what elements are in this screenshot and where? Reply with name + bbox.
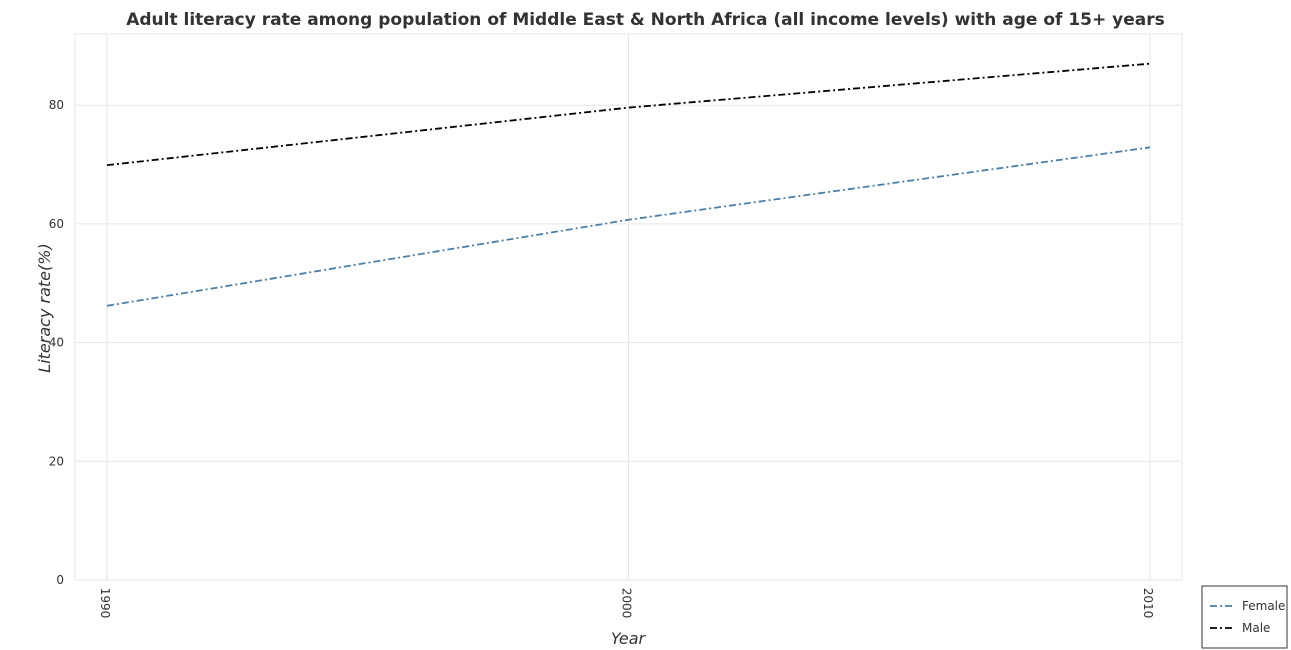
- legend-box: [1201, 585, 1288, 649]
- legend: Female Male: [1201, 585, 1288, 649]
- plot-frame: [74, 33, 1183, 581]
- y-tick-label: 60: [49, 217, 64, 231]
- x-tick-label: 2000: [620, 588, 634, 619]
- series-lines: [106, 62, 1151, 307]
- x-tick-label: 1990: [98, 588, 112, 619]
- grid-lines: [75, 34, 1182, 581]
- chart-title: Adult literacy rate among population of …: [126, 10, 1165, 30]
- legend-label-male: Male: [1242, 621, 1270, 635]
- y-tick-label: 20: [49, 454, 64, 468]
- y-tick-label: 80: [49, 98, 64, 112]
- legend-label-female: Female: [1242, 599, 1285, 613]
- y-tick-label: 40: [49, 336, 64, 350]
- x-tick-label: 2010: [1141, 588, 1155, 619]
- tick-labels: 0 20 40 60 80 1990 2000 2010: [49, 98, 1155, 618]
- y-axis-label: Literacy rate(%): [35, 243, 54, 372]
- series-line-male: [106, 62, 1151, 167]
- y-tick-label: 0: [56, 573, 64, 587]
- x-axis-label: Year: [611, 629, 647, 648]
- axes: [74, 33, 1183, 581]
